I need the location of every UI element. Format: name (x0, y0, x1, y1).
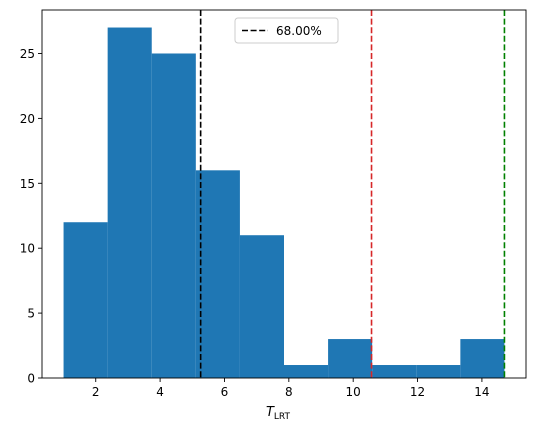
x-tick-label: 12 (410, 385, 425, 399)
y-tick-label: 20 (20, 112, 35, 126)
x-tick-label: 2 (92, 385, 100, 399)
x-tick-label: 8 (285, 385, 293, 399)
histogram-bar (151, 53, 196, 378)
histogram-bar (416, 365, 461, 378)
y-tick-label: 10 (20, 242, 35, 256)
y-tick-label: 25 (20, 47, 35, 61)
x-axis-label-sub: LRT (274, 412, 291, 422)
legend: 68.00% (234, 17, 339, 44)
y-tick-label: 5 (27, 307, 35, 321)
histogram-bar (372, 365, 417, 378)
y-tick-label: 15 (20, 177, 35, 191)
legend-label: 68.00% (276, 24, 322, 38)
histogram-bar (239, 235, 284, 378)
histogram-bar (107, 27, 152, 379)
x-axis-label-main: T (266, 405, 275, 420)
x-tick-label: 4 (156, 385, 164, 399)
axes-frame (41, 9, 527, 379)
x-axis-label: TLRT (266, 405, 291, 422)
x-tick-label: 10 (346, 385, 361, 399)
histogram-bar (195, 170, 240, 378)
x-tick-label: 14 (474, 385, 489, 399)
legend-box (234, 17, 339, 44)
y-tick-label: 0 (27, 372, 35, 386)
histogram-bar (328, 339, 373, 378)
histogram-bar (284, 365, 329, 378)
histogram-bar (63, 222, 108, 378)
x-tick-label: 6 (221, 385, 229, 399)
histogram-bar (460, 339, 505, 378)
